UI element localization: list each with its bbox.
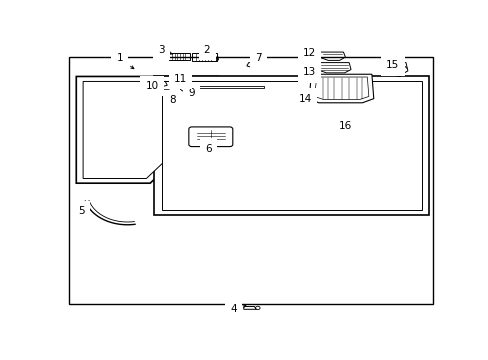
Text: 6: 6 [205, 144, 212, 153]
Polygon shape [161, 81, 421, 210]
Text: 13: 13 [302, 67, 316, 77]
Text: 3: 3 [158, 45, 172, 55]
Text: 11: 11 [174, 74, 187, 84]
Text: 1: 1 [116, 53, 134, 69]
Text: 5: 5 [79, 206, 85, 216]
Text: 14: 14 [298, 94, 311, 104]
Bar [169, 53, 189, 60]
Polygon shape [309, 74, 373, 103]
Text: 15: 15 [386, 60, 399, 70]
Text: 16: 16 [338, 121, 351, 131]
Polygon shape [83, 81, 211, 179]
Text: 4: 4 [230, 304, 245, 314]
Polygon shape [76, 76, 218, 183]
Bar [191, 53, 216, 61]
Text: 10: 10 [145, 81, 158, 91]
Text: 2: 2 [203, 45, 210, 55]
Polygon shape [154, 76, 428, 215]
Bar [68, 57, 432, 304]
Text: 8: 8 [169, 95, 176, 105]
Text: 9: 9 [188, 88, 195, 98]
Text: 12: 12 [302, 48, 316, 58]
Polygon shape [314, 77, 368, 99]
FancyBboxPatch shape [188, 127, 232, 147]
Text: 7: 7 [254, 53, 261, 63]
